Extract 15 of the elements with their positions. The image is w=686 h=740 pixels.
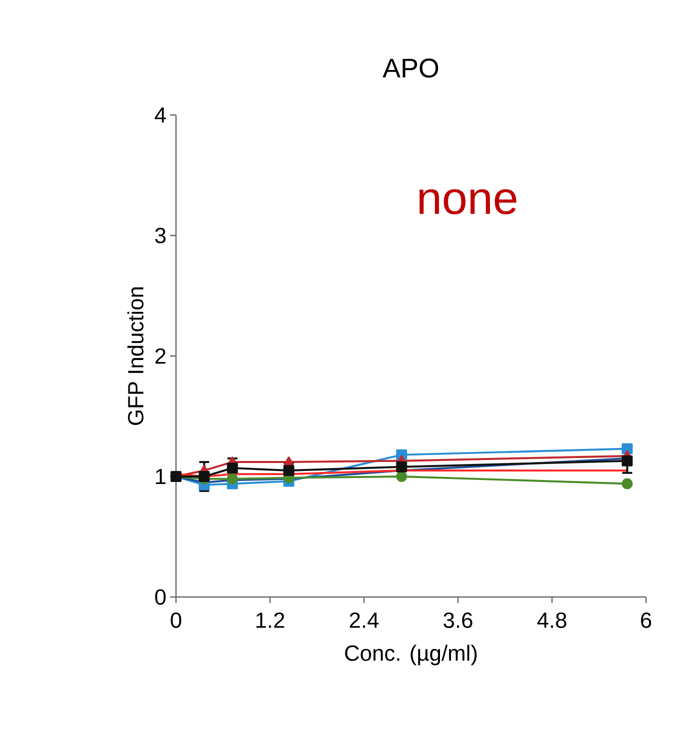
x-tick-label: 6 (641, 612, 652, 628)
x-tick-label: 1.2 (256, 612, 284, 628)
y-tick-label: 1 (156, 468, 166, 484)
y-tick-label: 4 (154, 107, 166, 123)
y-tick-label: 2 (155, 348, 166, 364)
x-tick-label: 0 (170, 612, 182, 628)
x-axis-title: Conc. (µg/ml) (345, 644, 477, 666)
x-tick-label: 4.8 (537, 612, 566, 628)
x-tick-label: 3.6 (444, 612, 472, 628)
x-tick-label: 2.4 (350, 612, 379, 628)
annotation: none (419, 189, 516, 214)
y-tick-label: 0 (155, 589, 166, 605)
y-axis-title: GFP Induction (127, 287, 144, 425)
y-tick-label: 3 (155, 228, 166, 244)
chart-title: APO (382, 58, 438, 78)
